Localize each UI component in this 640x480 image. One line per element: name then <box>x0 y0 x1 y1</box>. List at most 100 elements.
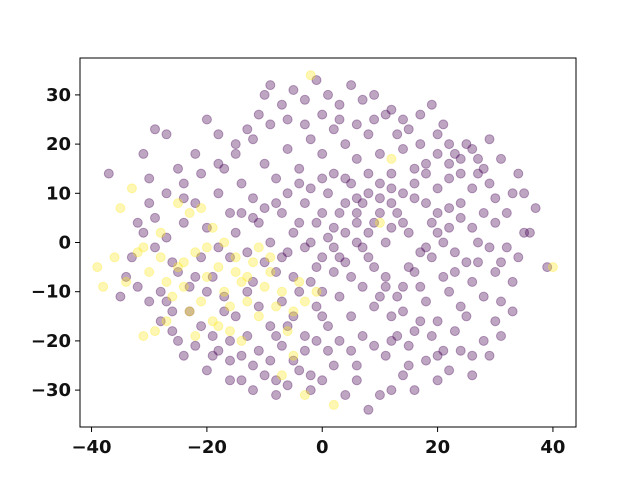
scatter-point <box>311 286 322 297</box>
scatter-point <box>374 178 385 189</box>
scatter-point <box>225 375 235 386</box>
scatter-point <box>334 252 345 263</box>
scatter-point <box>455 301 466 312</box>
scatter-point <box>398 188 408 199</box>
scatter-point <box>248 134 258 145</box>
scatter-point <box>415 281 426 292</box>
scatter-point <box>294 178 305 189</box>
scatter-point <box>225 208 235 218</box>
scatter-point <box>150 212 160 223</box>
scatter-point <box>392 291 403 302</box>
scatter-point <box>380 237 391 248</box>
scatter-point <box>144 198 155 209</box>
scatter-point <box>282 321 293 332</box>
scatter-point <box>305 70 316 81</box>
scatter-point <box>236 178 247 189</box>
scatter-point <box>386 168 397 179</box>
scatter-point <box>236 208 247 218</box>
scatter-point <box>242 296 253 307</box>
scatter-point <box>259 89 270 100</box>
scatter-point <box>150 242 160 253</box>
scatter-point <box>230 252 241 263</box>
scatter-point <box>340 139 351 150</box>
scatter-point <box>173 163 183 174</box>
scatter-point <box>403 227 414 238</box>
scatter-point <box>340 173 351 184</box>
scatter-point <box>288 85 299 95</box>
scatter-point <box>386 222 397 233</box>
scatter-point <box>155 286 166 297</box>
scatter-point <box>415 316 426 327</box>
scatter-point <box>380 281 391 292</box>
scatter-point <box>317 109 328 120</box>
scatter-point <box>201 286 212 297</box>
scatter-point <box>323 345 333 356</box>
scatter-point <box>432 350 443 361</box>
scatter-point <box>265 355 276 366</box>
scatter-point <box>426 252 437 263</box>
scatter-point <box>201 222 212 233</box>
scatter-point <box>305 237 316 248</box>
scatter-point <box>484 242 495 253</box>
x-tick-label: −40 <box>71 437 111 458</box>
scatter-point <box>173 335 183 346</box>
scatter-point <box>386 153 397 164</box>
scatter-point <box>248 193 258 204</box>
scatter-point <box>386 385 397 396</box>
scatter-point <box>167 326 178 337</box>
scatter-point <box>421 296 431 307</box>
scatter-point <box>363 129 374 140</box>
scatter-point <box>276 296 287 307</box>
scatter-point <box>409 163 420 174</box>
scatter-point <box>184 281 195 292</box>
scatter-point <box>305 276 316 287</box>
scatter-point <box>299 296 310 307</box>
scatter-point <box>369 262 380 273</box>
scatter-point <box>225 335 235 346</box>
scatter-point <box>328 267 339 277</box>
scatter-point <box>490 217 501 228</box>
scatter-point <box>323 188 333 199</box>
scatter-point <box>380 271 391 282</box>
scatter-point <box>132 281 143 292</box>
scatter-point <box>403 340 414 351</box>
scatter-point <box>542 262 553 273</box>
scatter-point <box>242 331 253 341</box>
scatter-point <box>386 183 397 194</box>
scatter-point <box>496 296 506 307</box>
scatter-point <box>98 281 109 292</box>
scatter-point <box>421 242 431 253</box>
scatter-point <box>374 208 385 218</box>
scatter-point <box>276 208 287 218</box>
scatter-point <box>236 375 247 386</box>
scatter-point <box>328 222 339 233</box>
scatter-point <box>282 188 293 199</box>
scatter-point <box>201 271 212 282</box>
scatter-point <box>403 262 414 273</box>
scatter-point <box>196 321 207 332</box>
scatter-point <box>328 242 339 253</box>
scatter-point <box>369 301 380 312</box>
scatter-point <box>178 193 189 204</box>
scatter-point <box>265 321 276 332</box>
scatter-point <box>444 173 455 184</box>
scatter-point <box>351 153 362 164</box>
scatter-point <box>242 247 253 258</box>
scatter-point <box>438 119 449 130</box>
scatter-point <box>519 227 530 238</box>
scatter-point <box>242 271 253 282</box>
scatter-point <box>271 198 282 209</box>
scatter-point <box>288 350 299 361</box>
scatter-point <box>213 129 224 140</box>
scatter-point <box>167 306 178 317</box>
scatter-point <box>276 286 287 297</box>
scatter-point <box>288 227 299 238</box>
scatter-point <box>213 345 224 356</box>
scatter-point <box>415 139 426 150</box>
scatter-point <box>328 124 339 135</box>
scatter-point <box>317 375 328 386</box>
scatter-point <box>115 291 126 302</box>
scatter-point <box>219 286 230 297</box>
scatter-point <box>178 281 189 292</box>
scatter-point <box>398 306 408 317</box>
